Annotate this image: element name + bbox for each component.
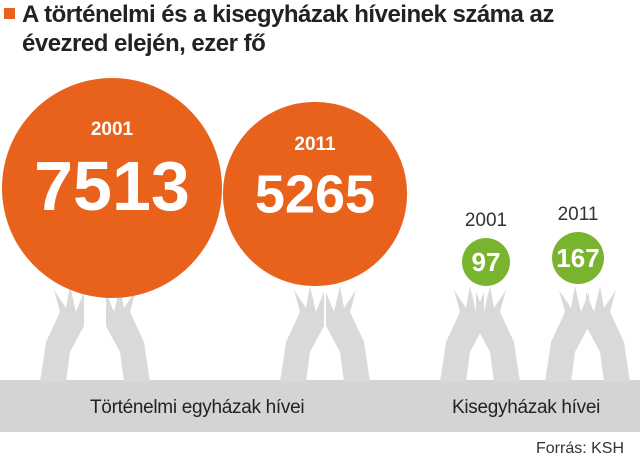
- category-label-historic: Történelmi egyházak hívei: [90, 397, 305, 418]
- raised-hand-graphic: [326, 286, 370, 382]
- category-label-band: [0, 380, 640, 432]
- bubble-historic-2001: [2, 78, 222, 298]
- bubble-small-2001: [462, 238, 510, 286]
- bubble-small-2011: [552, 232, 604, 284]
- raised-hand-graphic: [440, 286, 484, 382]
- bubble-year-label: 2001: [91, 119, 134, 140]
- raised-hand-graphic: [280, 286, 324, 382]
- source-note: Forrás: KSH: [535, 440, 624, 457]
- bubble-year-label: 2011: [558, 204, 599, 225]
- bubble-value-label: 97: [472, 247, 501, 277]
- bubble-value-label: 5265: [255, 164, 375, 224]
- hands-illustration: [40, 286, 630, 382]
- raised-hand-graphic: [545, 286, 589, 382]
- bubbles-layer: 2001 7513 2011 5265 2001 97 2011 167: [2, 78, 604, 298]
- chart-title: A történelmi és a kisegyházak híveinek s…: [22, 1, 554, 57]
- bubble-year-label: 2001: [465, 210, 507, 231]
- bubble-value-label: 7513: [34, 147, 190, 225]
- raised-hand-graphic: [476, 286, 520, 382]
- raised-hand-graphic: [586, 286, 630, 382]
- bubble-historic-2011: [222, 101, 408, 287]
- title-marker-square: [4, 8, 15, 19]
- category-label-small: Kisegyházak hívei: [452, 397, 601, 418]
- raised-hand-graphic: [106, 286, 150, 382]
- bubble-year-label: 2011: [294, 134, 336, 155]
- bubble-value-label: 167: [556, 243, 599, 273]
- title-block: A történelmi és a kisegyházak híveinek s…: [0, 0, 640, 70]
- raised-hand-graphic: [40, 286, 84, 382]
